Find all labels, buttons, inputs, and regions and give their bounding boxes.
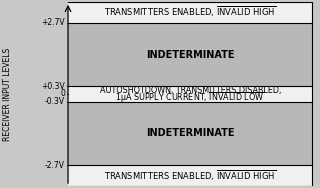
Bar xyxy=(68,86,312,102)
Bar xyxy=(68,2,312,23)
Text: TRANSMITTERS ENABLED, $\overline{\mathrm{INVALID\ HIGH}}$: TRANSMITTERS ENABLED, $\overline{\mathrm… xyxy=(104,5,276,19)
Bar xyxy=(68,165,312,186)
Text: RECEIVER INPUT LEVELS: RECEIVER INPUT LEVELS xyxy=(3,47,12,141)
Text: 1μA SUPPLY CURRENT, $\overline{\mathrm{INVALID\ LOW}}$: 1μA SUPPLY CURRENT, $\overline{\mathrm{I… xyxy=(116,90,265,105)
Bar xyxy=(68,102,312,165)
Text: -2.7V: -2.7V xyxy=(45,161,65,170)
Text: +0.3V: +0.3V xyxy=(41,82,65,91)
Text: AUTOSHOTDOWN, TRANSMITTERS DISABLED,: AUTOSHOTDOWN, TRANSMITTERS DISABLED, xyxy=(100,86,281,95)
Text: INDETERMINATE: INDETERMINATE xyxy=(146,49,235,60)
Bar xyxy=(68,23,312,86)
Text: INDETERMINATE: INDETERMINATE xyxy=(146,128,235,139)
Text: 0: 0 xyxy=(60,89,65,99)
Text: TRANSMITTERS ENABLED, $\overline{\mathrm{INVALID\ HIGH}}$: TRANSMITTERS ENABLED, $\overline{\mathrm… xyxy=(104,169,276,183)
Text: -0.3V: -0.3V xyxy=(45,97,65,106)
Text: +2.7V: +2.7V xyxy=(42,18,65,27)
